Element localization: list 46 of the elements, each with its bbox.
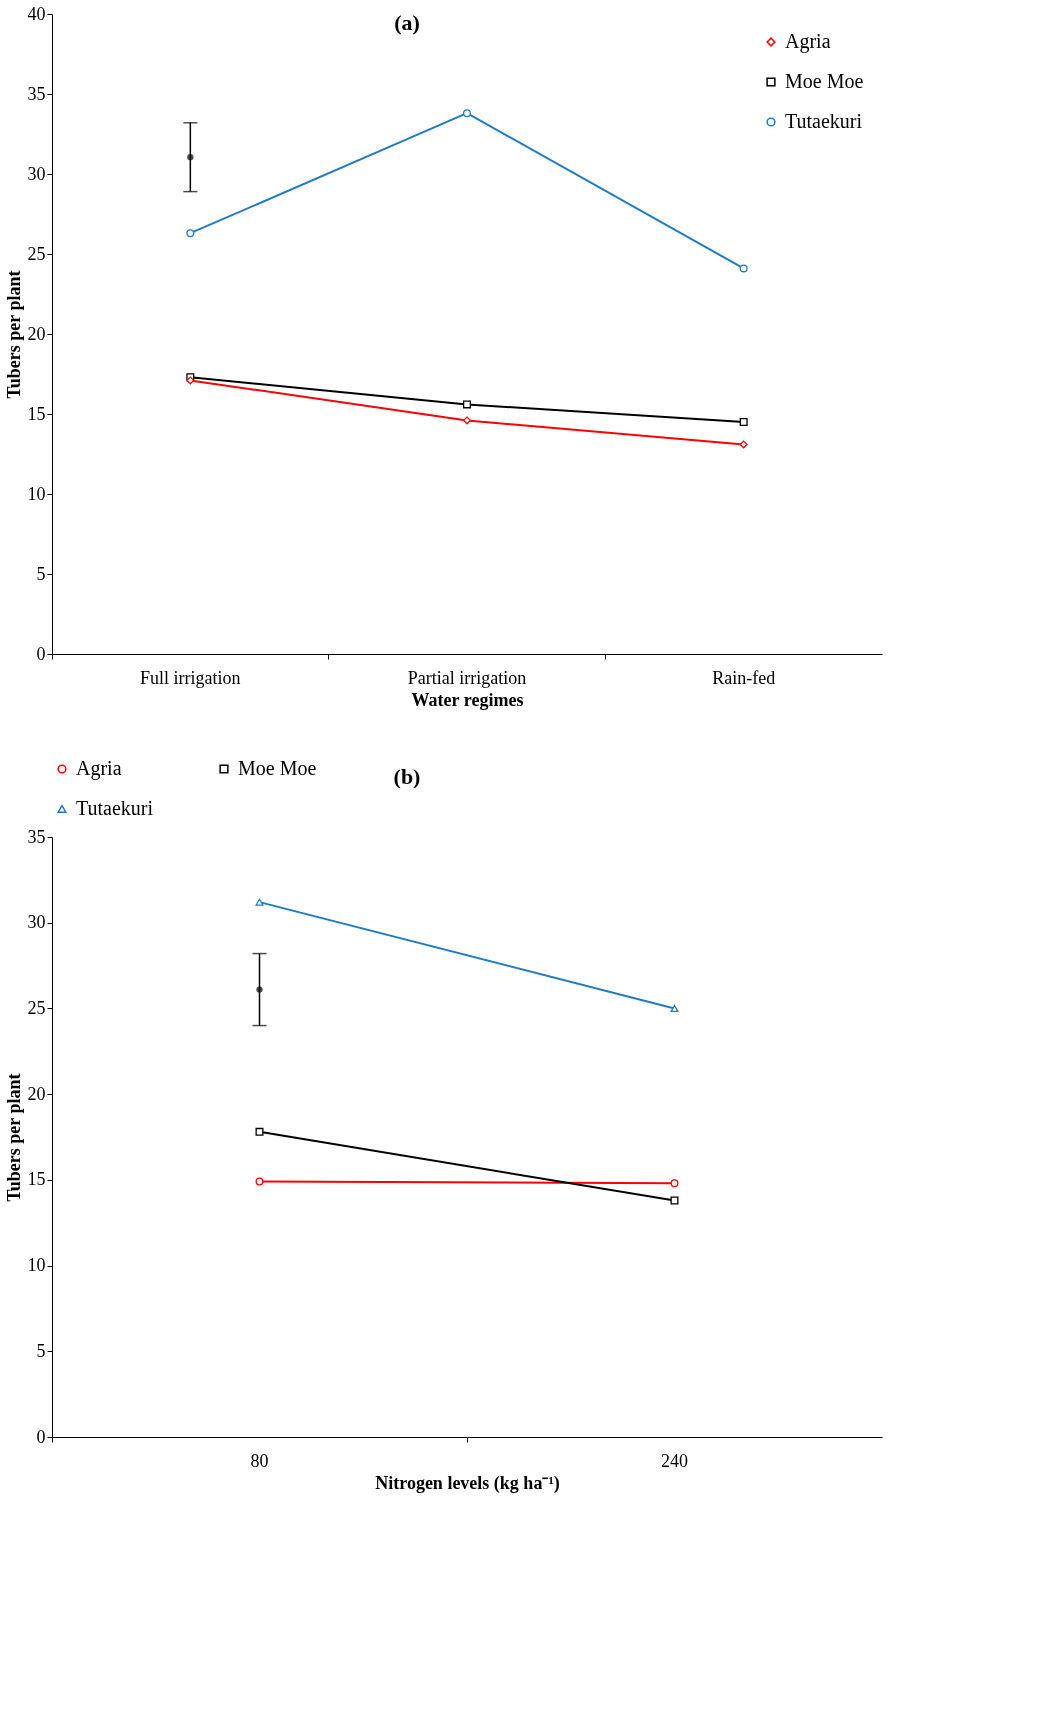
- legend-label: Moe Moe: [238, 757, 317, 779]
- y-tick-label: 0: [36, 643, 46, 664]
- chart-title: (a): [394, 10, 420, 35]
- legend-label: Agria: [76, 757, 122, 780]
- y-tick-label: 35: [27, 826, 46, 847]
- y-tick-label: 30: [27, 163, 46, 184]
- point: [463, 400, 471, 409]
- y-tick-label: 10: [27, 483, 46, 504]
- x-tick-label: Rain-fed: [712, 667, 776, 688]
- legend-label: Agria: [785, 30, 831, 53]
- y-axis-title: Tubers per plant: [3, 270, 24, 399]
- y-tick-label: 5: [36, 563, 46, 584]
- y-tick-label: 35: [27, 83, 46, 104]
- legend-label: Tutaekuri: [785, 110, 863, 132]
- y-tick-label: 25: [27, 997, 46, 1018]
- point: [186, 229, 195, 238]
- y-tick-label: 25: [27, 243, 46, 264]
- y-tick-label: 10: [27, 1255, 46, 1276]
- x-tick-label: Partial irrigation: [407, 667, 527, 688]
- y-tick-label: 0: [36, 1426, 46, 1447]
- point: [670, 1179, 679, 1188]
- legend-label: Moe Moe: [785, 70, 864, 92]
- point: [739, 440, 748, 449]
- point: [255, 1177, 264, 1186]
- y-tick-label: 20: [27, 1083, 46, 1104]
- point: [256, 986, 263, 993]
- y-tick-label: 30: [27, 912, 46, 933]
- point: [739, 264, 748, 273]
- chart-title: (b): [393, 764, 421, 789]
- point: [463, 416, 471, 425]
- point: [463, 109, 471, 118]
- legend-label: Tutaekuri: [76, 797, 154, 819]
- y-tick-label: 15: [27, 1169, 46, 1190]
- y-tick-label: 40: [27, 3, 46, 24]
- point: [739, 418, 748, 426]
- x-axis-title: Nitrogen levels (kg ha⁻¹): [375, 1472, 560, 1494]
- x-axis-title: Water regimes: [411, 689, 524, 710]
- point: [255, 1127, 264, 1136]
- x-tick-label: Full irrigation: [140, 667, 241, 688]
- y-tick-label: 20: [27, 323, 46, 344]
- x-tick-label: 240: [661, 1450, 688, 1471]
- point: [670, 1196, 679, 1205]
- y-tick-label: 15: [27, 403, 46, 424]
- y-axis-title: Tubers per plant: [3, 1073, 24, 1202]
- y-tick-label: 5: [36, 1340, 46, 1361]
- x-tick-label: 80: [250, 1450, 269, 1471]
